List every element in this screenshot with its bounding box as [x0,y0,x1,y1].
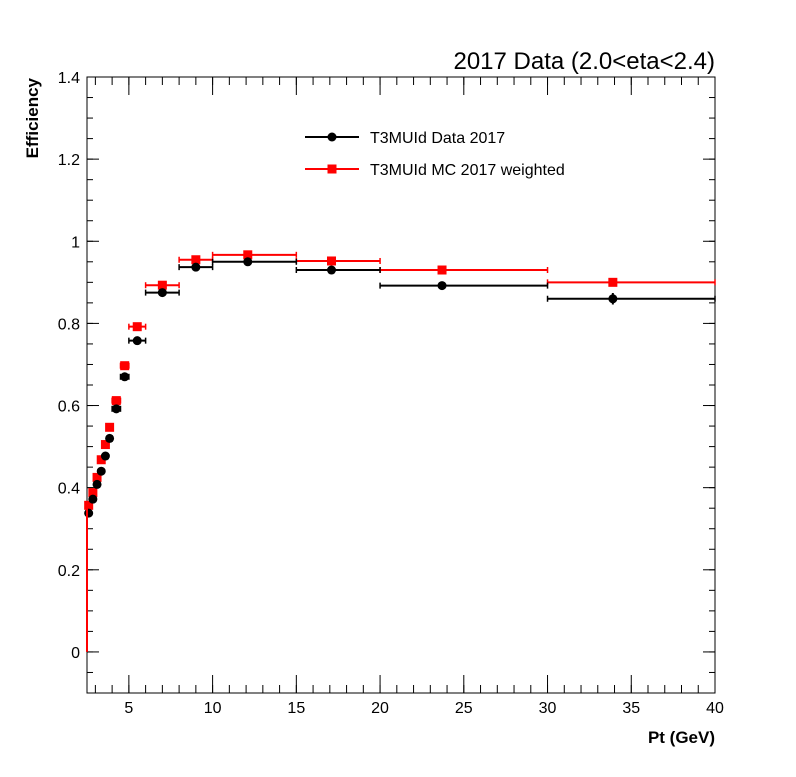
x-tick-label: 10 [204,700,222,717]
data-point [100,440,110,450]
legend: T3MUId Data 2017 T3MUId MC 2017 weighted [305,130,565,179]
y-tick-label: 1 [71,234,80,251]
legend-marker-mc [327,164,337,174]
y-tick-label: 1.4 [58,70,80,87]
data-point [608,294,618,304]
x-tick-label: 30 [539,700,557,717]
x-tick-label: 40 [706,700,724,717]
x-tick-label: 20 [371,700,389,717]
data-point [157,288,167,298]
data-point [92,479,102,489]
y-axis-label: Efficiency [23,77,42,158]
x-tick-label: 25 [455,700,473,717]
y-tick-label: 0.2 [58,563,80,580]
data-series-layer [84,250,716,652]
data-point [191,262,201,272]
data-point [92,472,102,482]
data-point [84,500,94,510]
data-point [132,322,142,332]
data-point [100,451,110,461]
x-tick-label: 35 [622,700,640,717]
y-tick-label: 0 [71,645,80,662]
data-point [132,336,142,346]
data-point [157,280,167,290]
legend-label-mc: T3MUId MC 2017 weighted [370,162,565,179]
series-mc-2017-weighted [84,250,716,510]
data-point [437,265,447,275]
x-axis-ticks: 5 10 15 20 25 30 35 40 [124,77,724,717]
data-point [327,256,337,266]
data-point [243,250,253,260]
data-point [120,361,130,371]
data-point [191,255,201,265]
y-tick-label: 0.8 [58,316,80,333]
chart-title: 2017 Data (2.0<eta<2.4) [453,48,715,75]
data-point [111,396,121,406]
y-tick-label: 1.2 [58,152,80,169]
data-point [243,257,253,267]
data-point [105,433,115,443]
data-point [608,277,618,287]
data-point [88,494,98,504]
x-tick-label: 15 [287,700,305,717]
y-tick-label: 0.6 [58,399,80,416]
series-data-2017 [84,257,716,518]
data-point [327,265,337,275]
data-point [96,466,106,476]
data-point [96,455,106,465]
data-point [120,372,130,382]
x-axis-label: Pt (GeV) [648,728,715,747]
legend-marker-data [327,132,337,142]
x-tick-label: 5 [124,700,133,717]
data-point [105,422,115,432]
y-tick-label: 0.4 [58,481,80,498]
data-point [437,281,447,291]
data-point [84,508,94,518]
data-point [88,488,98,498]
legend-label-data: T3MUId Data 2017 [370,130,505,147]
y-axis-ticks: 0 0.2 0.4 0.6 0.8 1 1.2 1.4 [58,70,715,662]
data-point [111,404,121,414]
